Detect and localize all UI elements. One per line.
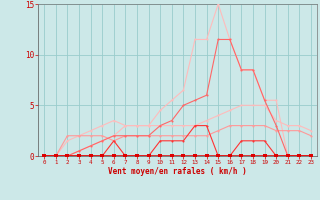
X-axis label: Vent moyen/en rafales ( km/h ): Vent moyen/en rafales ( km/h ) xyxy=(108,167,247,176)
